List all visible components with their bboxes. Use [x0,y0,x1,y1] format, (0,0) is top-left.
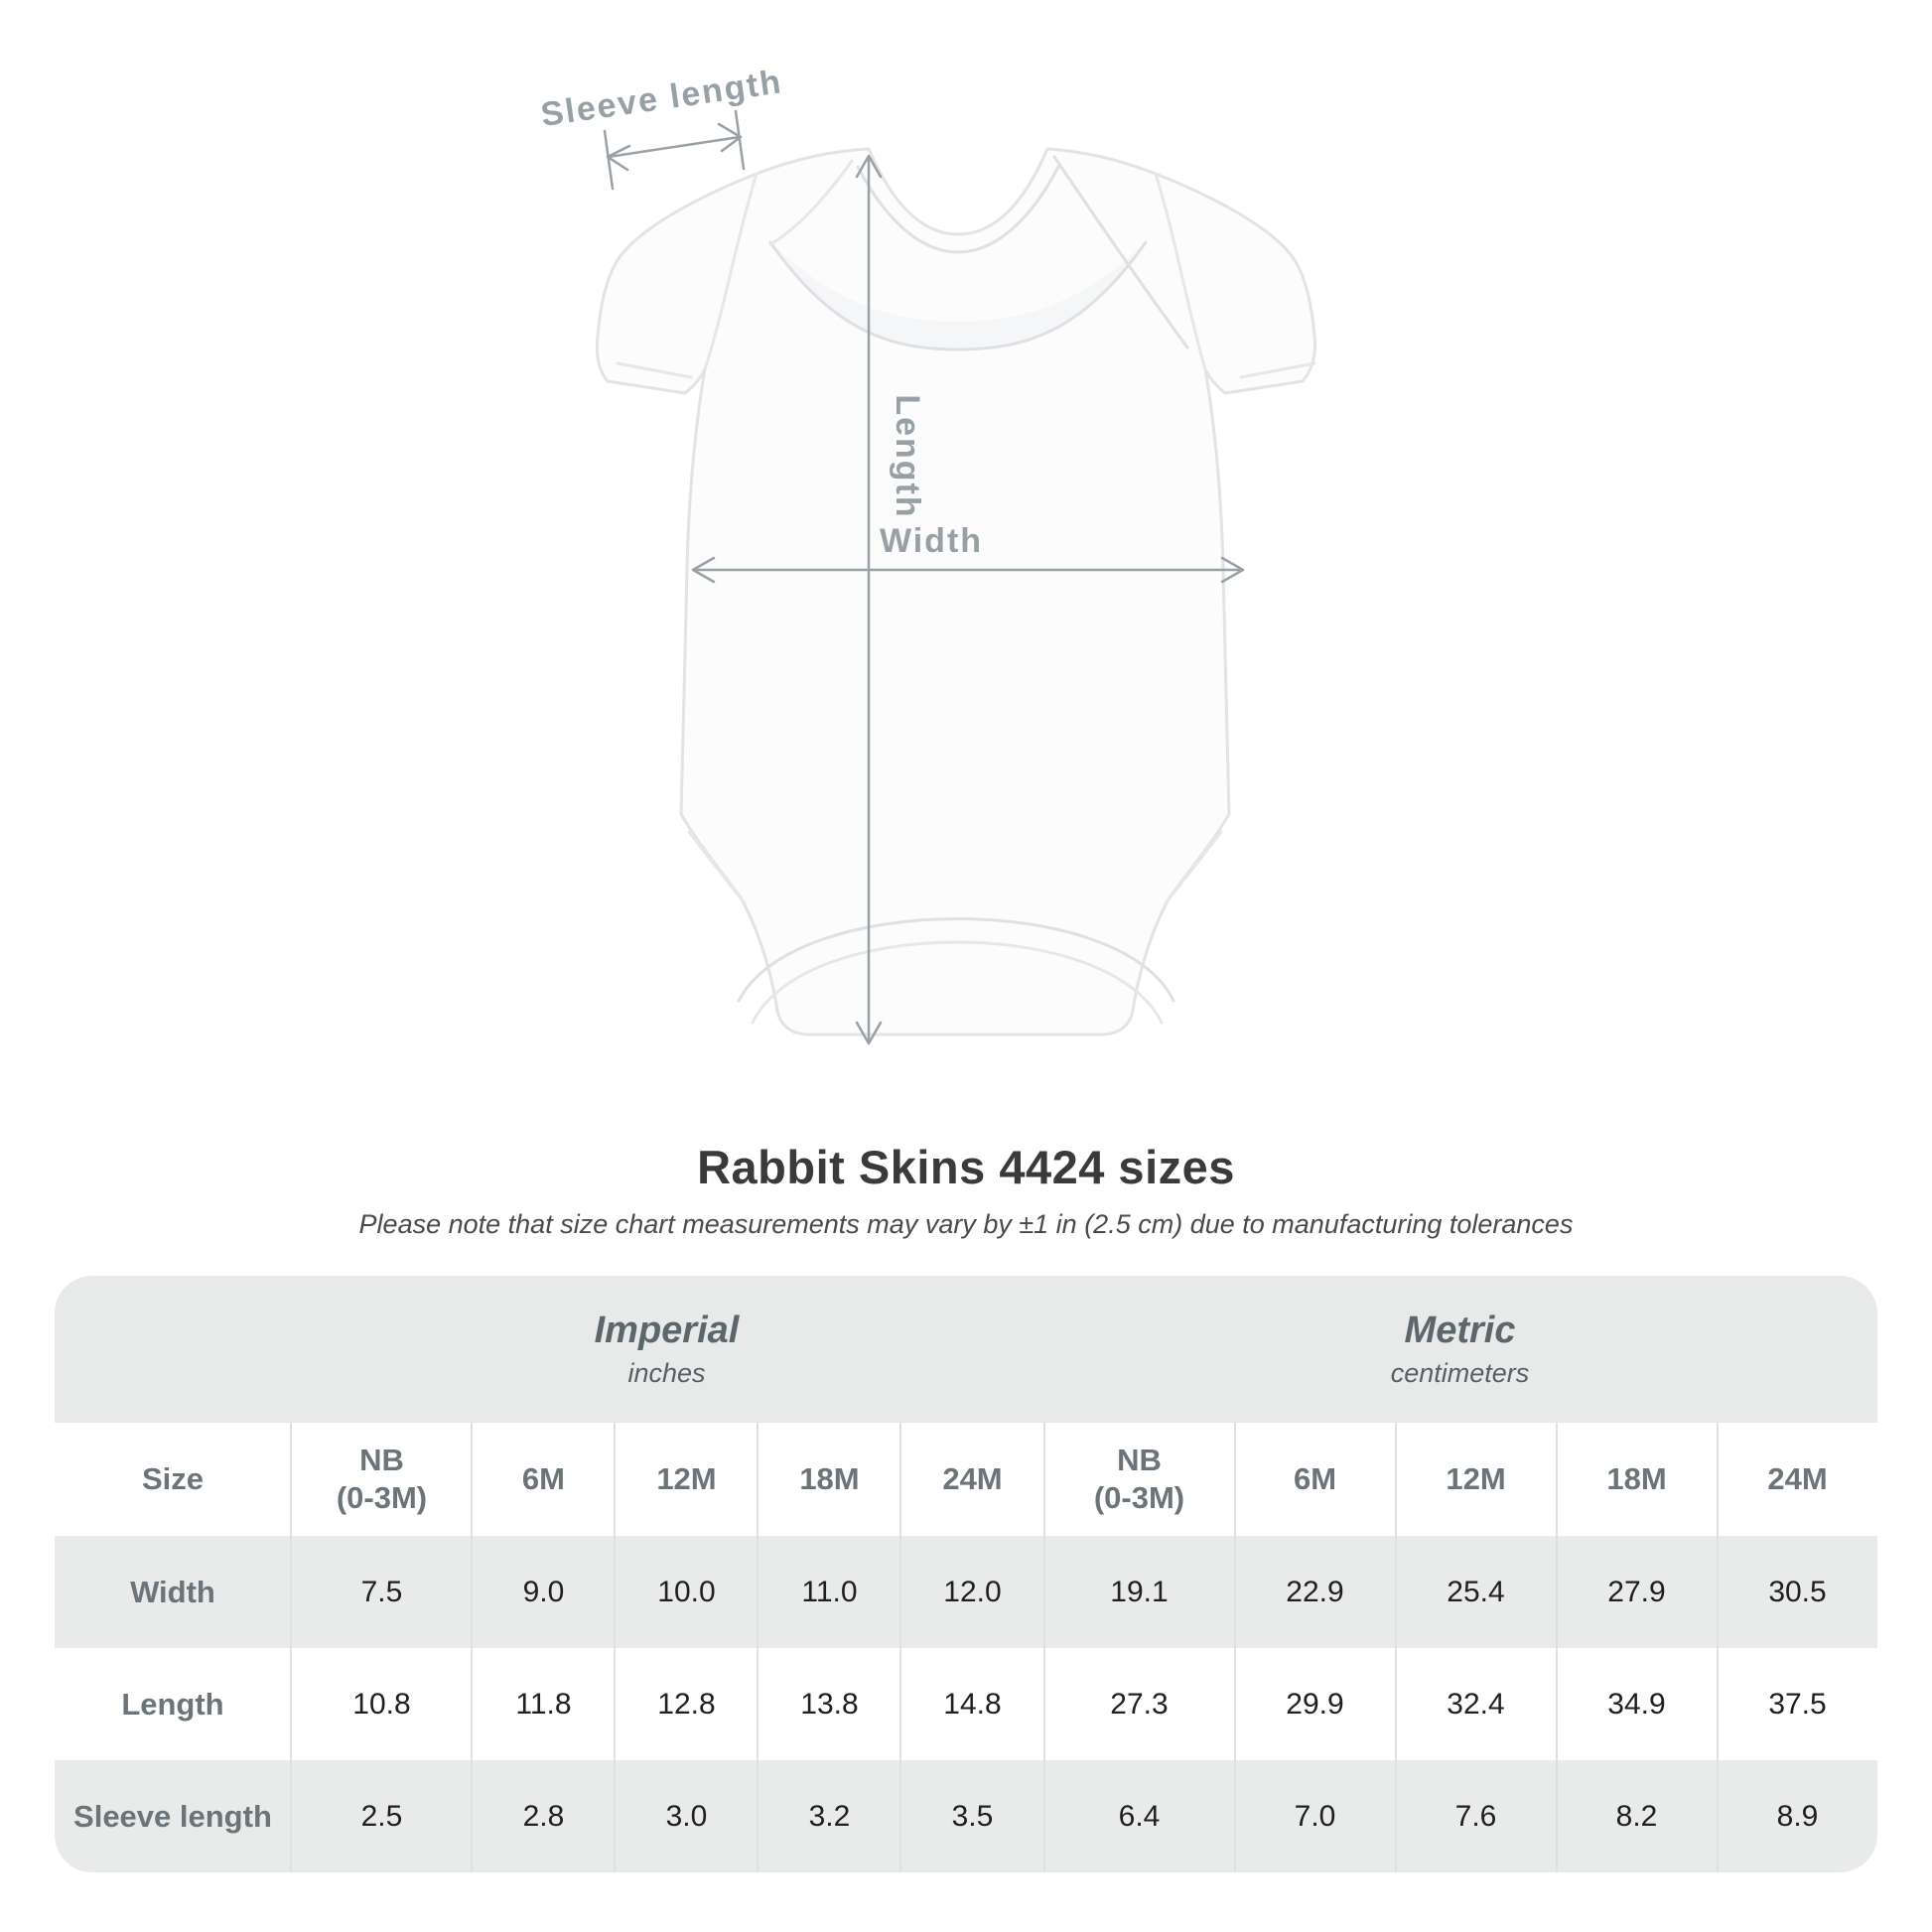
sleeve-imperial-12m: 3.0 [614,1760,758,1873]
width-dimension-arrow [691,556,1245,584]
sleeve-metric-6m: 7.0 [1233,1760,1395,1873]
width-metric-6m: 22.9 [1233,1536,1395,1649]
tolerance-note: Please note that size chart measurements… [358,1209,1574,1239]
col-imperial-12m: 12M [614,1423,758,1537]
metric-group-header: Metric centimeters [1042,1276,1877,1424]
length-label: Length [889,394,926,518]
sleeve-metric-18m: 8.2 [1555,1760,1717,1873]
length-imperial-nb: 10.8 [290,1648,472,1761]
width-label: Width [880,522,983,560]
sleeve-imperial-6m: 2.8 [471,1760,615,1873]
row-label-sleeve-length: Sleeve length [55,1760,291,1873]
length-metric-12m: 32.4 [1394,1648,1556,1761]
sleeve-metric-24m: 8.9 [1716,1760,1877,1873]
length-metric-nb: 27.3 [1042,1648,1234,1761]
metric-label: Metric [1404,1309,1516,1351]
bodysuit-figure: Length Width Sleeve length [538,63,1316,1045]
imperial-label: Imperial [594,1309,740,1351]
col-metric-18m: 18M [1555,1423,1717,1537]
length-metric-18m: 34.9 [1555,1648,1717,1761]
unit-group-header-row: Imperial inches Metric centimeters [55,1276,1877,1424]
width-metric-18m: 27.9 [1555,1536,1717,1649]
sleeve-metric-12m: 7.6 [1394,1760,1556,1873]
imperial-unit: inches [627,1358,706,1389]
width-imperial-24m: 12.0 [899,1536,1043,1649]
table-row-length: Length 10.8 11.8 12.8 13.8 14.8 27.3 29.… [55,1648,1877,1761]
infant-bodysuit-drawing [595,147,1316,1036]
table-row-sleeve-length: Sleeve length 2.5 2.8 3.0 3.2 3.5 6.4 7.… [55,1760,1877,1873]
width-metric-12m: 25.4 [1394,1536,1556,1649]
length-imperial-6m: 11.8 [471,1648,615,1761]
size-chart-table: Imperial inches Metric centimeters Size … [55,1276,1877,1873]
page-title: Rabbit Skins 4424 sizes [697,1141,1235,1193]
col-metric-6m: 6M [1233,1423,1395,1537]
col-imperial-nb: NB (0-3M) [290,1423,472,1537]
metric-unit: centimeters [1390,1358,1530,1389]
col-metric-nb: NB (0-3M) [1042,1423,1234,1537]
length-imperial-24m: 14.8 [899,1648,1043,1761]
col-imperial-6m: 6M [471,1423,615,1537]
size-header: Size [55,1423,291,1537]
length-imperial-12m: 12.8 [614,1648,758,1761]
size-header-row: Size NB (0-3M) 6M 12M 18M 24M NB (0-3M) … [55,1423,1877,1537]
width-metric-24m: 30.5 [1716,1536,1877,1649]
width-imperial-18m: 11.0 [757,1536,900,1649]
sleeve-length-label: Sleeve length [538,63,784,134]
length-metric-6m: 29.9 [1233,1648,1395,1761]
col-metric-12m: 12M [1394,1423,1556,1537]
sleeve-metric-nb: 6.4 [1042,1760,1234,1873]
col-imperial-18m: 18M [757,1423,900,1537]
col-metric-24m: 24M [1716,1423,1877,1537]
imperial-group-header: Imperial inches [290,1276,1043,1424]
width-metric-nb: 19.1 [1042,1536,1234,1649]
length-metric-24m: 37.5 [1716,1648,1877,1761]
length-dimension-arrow [855,154,883,1045]
row-label-width: Width [55,1536,291,1649]
sleeve-imperial-18m: 3.2 [757,1760,900,1873]
row-label-length: Length [55,1648,291,1761]
width-imperial-12m: 10.0 [614,1536,758,1649]
col-imperial-24m: 24M [899,1423,1043,1537]
width-imperial-nb: 7.5 [290,1536,472,1649]
length-imperial-18m: 13.8 [757,1648,900,1761]
sleeve-imperial-24m: 3.5 [899,1760,1043,1873]
bodysuit-illustration: Length Width Sleeve length [538,63,1316,1045]
sleeve-length-dimension-arrow [603,109,746,191]
sleeve-imperial-nb: 2.5 [290,1760,472,1873]
width-imperial-6m: 9.0 [471,1536,615,1649]
group-header-spacer [55,1276,291,1424]
table-row-width: Width 7.5 9.0 10.0 11.0 12.0 19.1 22.9 2… [55,1536,1877,1649]
